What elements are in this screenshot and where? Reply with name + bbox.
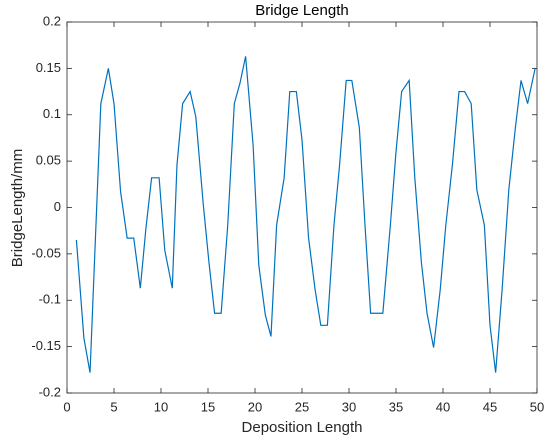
chart-title: Bridge Length [255,2,348,19]
axes-box [66,21,538,394]
x-tick-label: 40 [436,399,450,414]
y-tick-label: -0.1 [39,292,61,307]
x-tick-label: 20 [248,399,262,414]
data-line [75,56,536,373]
x-axis-label: Deposition Length [242,419,363,436]
x-tick-label: 45 [483,399,497,414]
y-tick-label: 0.05 [36,153,61,168]
y-tick-label: 0.1 [43,106,61,121]
x-tick-label: 15 [201,399,215,414]
y-tick-label: -0.05 [31,245,61,260]
x-tick-label: 5 [110,399,117,414]
x-tick-label: 0 [63,399,70,414]
y-tick-label: -0.15 [31,338,61,353]
y-tick-label: 0 [54,199,61,214]
y-tick-label: 0.15 [36,60,61,75]
y-axis-label: BridgeLength/mm [9,149,26,267]
y-tick-label: -0.2 [39,384,61,399]
x-tick-label: 25 [295,399,309,414]
y-tick-label: 0.2 [43,13,61,28]
x-tick-label: 10 [154,399,168,414]
x-tick-label: 30 [342,399,356,414]
x-tick-label: 50 [530,399,544,414]
x-tick-label: 35 [389,399,403,414]
